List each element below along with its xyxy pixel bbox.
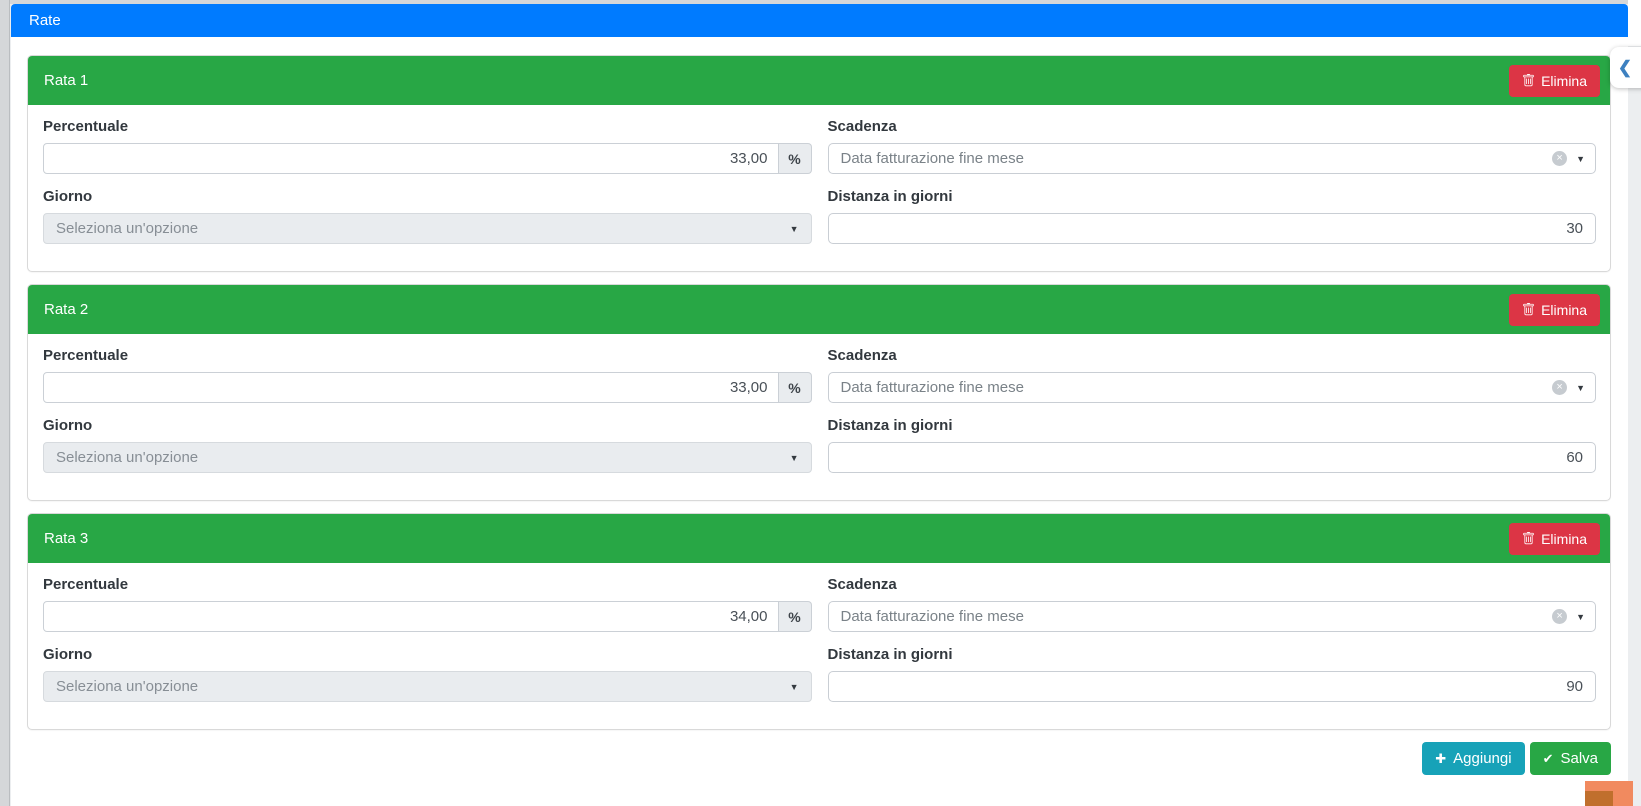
distanza-input[interactable]	[827, 442, 1596, 473]
percentuale-field: Percentuale %	[43, 576, 812, 632]
percentuale-label: Percentuale	[43, 576, 129, 593]
giorno-field: Giorno Seleziona un'opzione ▼	[43, 632, 812, 702]
giorno-label: Giorno	[43, 417, 93, 434]
scadenza-label: Scadenza	[827, 347, 897, 364]
giorno-field: Giorno Seleziona un'opzione ▼	[43, 174, 812, 244]
chevron-left-icon: ❮	[1617, 57, 1633, 77]
giorno-select[interactable]: Seleziona un'opzione ▼	[43, 442, 812, 473]
scadenza-select[interactable]: Data fatturazione fine mese × ▼	[827, 601, 1596, 632]
rate-list: Rata 1 Elimina Percentuale % Scadenza Da…	[27, 55, 1611, 730]
percentuale-input-group: %	[43, 601, 812, 632]
giorno-label: Giorno	[43, 188, 93, 205]
caret-down-icon: ▼	[789, 452, 799, 463]
giorno-placeholder: Seleziona un'opzione	[56, 220, 199, 237]
trash-icon	[1522, 303, 1535, 316]
percent-addon: %	[778, 143, 812, 174]
delete-button[interactable]: Elimina	[1509, 522, 1600, 555]
trash-icon	[1522, 74, 1535, 87]
distanza-field: Distanza in giorni	[827, 174, 1596, 244]
distanza-field: Distanza in giorni	[827, 403, 1596, 473]
scadenza-label: Scadenza	[827, 118, 897, 135]
clear-icon[interactable]: ×	[1552, 151, 1568, 166]
giorno-label: Giorno	[43, 646, 93, 663]
percentuale-input[interactable]	[43, 372, 779, 403]
caret-down-icon: ▼	[789, 223, 799, 234]
rata-title: Rata 3	[44, 530, 89, 547]
scadenza-selected-value: Data fatturazione fine mese	[840, 150, 1024, 167]
trash-icon	[1522, 532, 1535, 545]
distanza-input[interactable]	[827, 213, 1596, 244]
sidebar-toggle-button[interactable]: ❮	[1610, 47, 1641, 88]
delete-button-label: Elimina	[1541, 301, 1587, 318]
footer-actions: ✚ Aggiungi ✔ Salva	[27, 742, 1611, 775]
giorno-select[interactable]: Seleziona un'opzione ▼	[43, 671, 812, 702]
rata-panel-body: Percentuale % Scadenza Data fatturazione…	[28, 334, 1610, 500]
card-body: Rata 1 Elimina Percentuale % Scadenza Da…	[11, 37, 1628, 805]
scadenza-field: Scadenza Data fatturazione fine mese × ▼	[827, 118, 1596, 174]
clear-icon[interactable]: ×	[1552, 609, 1568, 624]
giorno-field: Giorno Seleziona un'opzione ▼	[43, 403, 812, 473]
add-button[interactable]: ✚ Aggiungi	[1422, 742, 1525, 775]
rata-panel: Rata 3 Elimina Percentuale % Scadenza Da…	[27, 513, 1611, 730]
rata-panel-header: Rata 2 Elimina	[28, 285, 1610, 334]
rata-title: Rata 2	[44, 301, 89, 318]
percentuale-field: Percentuale %	[43, 347, 812, 403]
giorno-placeholder: Seleziona un'opzione	[56, 449, 199, 466]
percentuale-input[interactable]	[43, 601, 779, 632]
add-button-label: Aggiungi	[1453, 750, 1512, 767]
rata-panel-body: Percentuale % Scadenza Data fatturazione…	[28, 563, 1610, 729]
left-edge-strip	[0, 0, 10, 806]
percent-addon: %	[778, 601, 812, 632]
rata-panel-header: Rata 1 Elimina	[28, 56, 1610, 105]
caret-down-icon: ▼	[1576, 382, 1585, 393]
percentuale-label: Percentuale	[43, 347, 129, 364]
scadenza-field: Scadenza Data fatturazione fine mese × ▼	[827, 576, 1596, 632]
scadenza-select[interactable]: Data fatturazione fine mese × ▼	[827, 143, 1596, 174]
corner-orange-element[interactable]	[1585, 781, 1633, 806]
clear-icon[interactable]: ×	[1552, 380, 1568, 395]
scadenza-select[interactable]: Data fatturazione fine mese × ▼	[827, 372, 1596, 403]
delete-button[interactable]: Elimina	[1509, 293, 1600, 326]
rata-panel: Rata 1 Elimina Percentuale % Scadenza Da…	[27, 55, 1611, 272]
caret-down-icon: ▼	[789, 681, 799, 692]
top-edge-strip	[0, 0, 1641, 4]
distanza-label: Distanza in giorni	[827, 188, 953, 205]
save-button-label: Salva	[1560, 750, 1598, 767]
caret-down-icon: ▼	[1576, 611, 1585, 622]
corner-orange-shade	[1585, 791, 1613, 806]
percentuale-field: Percentuale %	[43, 118, 812, 174]
distanza-field: Distanza in giorni	[827, 632, 1596, 702]
scadenza-label: Scadenza	[827, 576, 897, 593]
rate-header-bar: Rate	[11, 4, 1628, 37]
check-icon: ✔	[1542, 750, 1554, 766]
distanza-input[interactable]	[827, 671, 1596, 702]
save-button[interactable]: ✔ Salva	[1529, 742, 1611, 775]
percentuale-input-group: %	[43, 143, 812, 174]
percentuale-input[interactable]	[43, 143, 779, 174]
caret-down-icon: ▼	[1576, 153, 1585, 164]
main-card: Rate Rata 1 Elimina Percentuale % Scaden…	[11, 4, 1628, 806]
top-right-corner	[1628, 0, 1641, 46]
plus-icon: ✚	[1435, 750, 1447, 766]
delete-button[interactable]: Elimina	[1509, 64, 1600, 97]
distanza-label: Distanza in giorni	[827, 417, 953, 434]
percentuale-label: Percentuale	[43, 118, 129, 135]
scadenza-selected-value: Data fatturazione fine mese	[840, 379, 1024, 396]
percentuale-input-group: %	[43, 372, 812, 403]
delete-button-label: Elimina	[1541, 72, 1587, 89]
rata-panel-body: Percentuale % Scadenza Data fatturazione…	[28, 105, 1610, 271]
percent-addon: %	[778, 372, 812, 403]
rata-panel: Rata 2 Elimina Percentuale % Scadenza Da…	[27, 284, 1611, 501]
rata-title: Rata 1	[44, 72, 89, 89]
giorno-placeholder: Seleziona un'opzione	[56, 678, 199, 695]
rata-panel-header: Rata 3 Elimina	[28, 514, 1610, 563]
giorno-select[interactable]: Seleziona un'opzione ▼	[43, 213, 812, 244]
page-title: Rate	[29, 12, 61, 29]
distanza-label: Distanza in giorni	[827, 646, 953, 663]
delete-button-label: Elimina	[1541, 530, 1587, 547]
scadenza-selected-value: Data fatturazione fine mese	[840, 608, 1024, 625]
scadenza-field: Scadenza Data fatturazione fine mese × ▼	[827, 347, 1596, 403]
